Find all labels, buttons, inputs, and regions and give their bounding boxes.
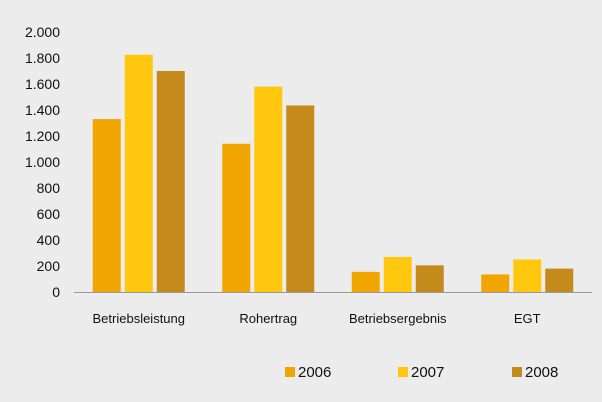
legend-label: 2007 — [411, 364, 444, 381]
legend-swatch — [512, 367, 522, 377]
bar — [481, 274, 510, 292]
y-tick-label: 600 — [37, 206, 61, 222]
bar — [286, 105, 315, 292]
x-category-label: Betriebsleistung — [93, 311, 186, 326]
category-labels: Betriebsleistung Rohertrag Betriebsergebni… — [93, 311, 541, 326]
bar — [156, 71, 185, 292]
y-tick-label: 2.000 — [25, 24, 60, 40]
legend-label: 2006 — [298, 364, 331, 381]
bar — [545, 268, 574, 292]
y-axis-tick-labels: 0 200 400 600 800 1.000 1.200 1.400 1.600 1.800 2.… — [25, 24, 60, 300]
bar — [92, 119, 121, 292]
bar — [513, 259, 542, 292]
legend-label: 2008 — [525, 364, 558, 381]
bar — [254, 86, 283, 292]
y-tick-label: 800 — [37, 180, 61, 196]
y-tick-label: 0 — [52, 284, 60, 300]
x-category-label: Rohertrag — [239, 311, 297, 326]
x-category-label: EGT — [514, 311, 541, 326]
bar — [383, 256, 412, 292]
bar — [415, 265, 444, 292]
bar — [124, 54, 153, 292]
bar — [222, 143, 251, 292]
y-tick-label: 200 — [37, 258, 61, 274]
y-tick-label: 400 — [37, 232, 61, 248]
bars-group — [92, 54, 574, 292]
y-tick-label: 1.000 — [25, 154, 60, 170]
y-tick-label: 1.600 — [25, 76, 60, 92]
x-category-label: Betriebsergebnis — [349, 311, 447, 326]
legend: 2006 2007 2008 — [285, 364, 558, 381]
legend-swatch — [398, 367, 408, 377]
legend-swatch — [285, 367, 295, 377]
y-tick-label: 1.800 — [25, 50, 60, 66]
y-tick-label: 1.200 — [25, 128, 60, 144]
y-tick-label: 1.400 — [25, 102, 60, 118]
bar — [351, 271, 380, 292]
